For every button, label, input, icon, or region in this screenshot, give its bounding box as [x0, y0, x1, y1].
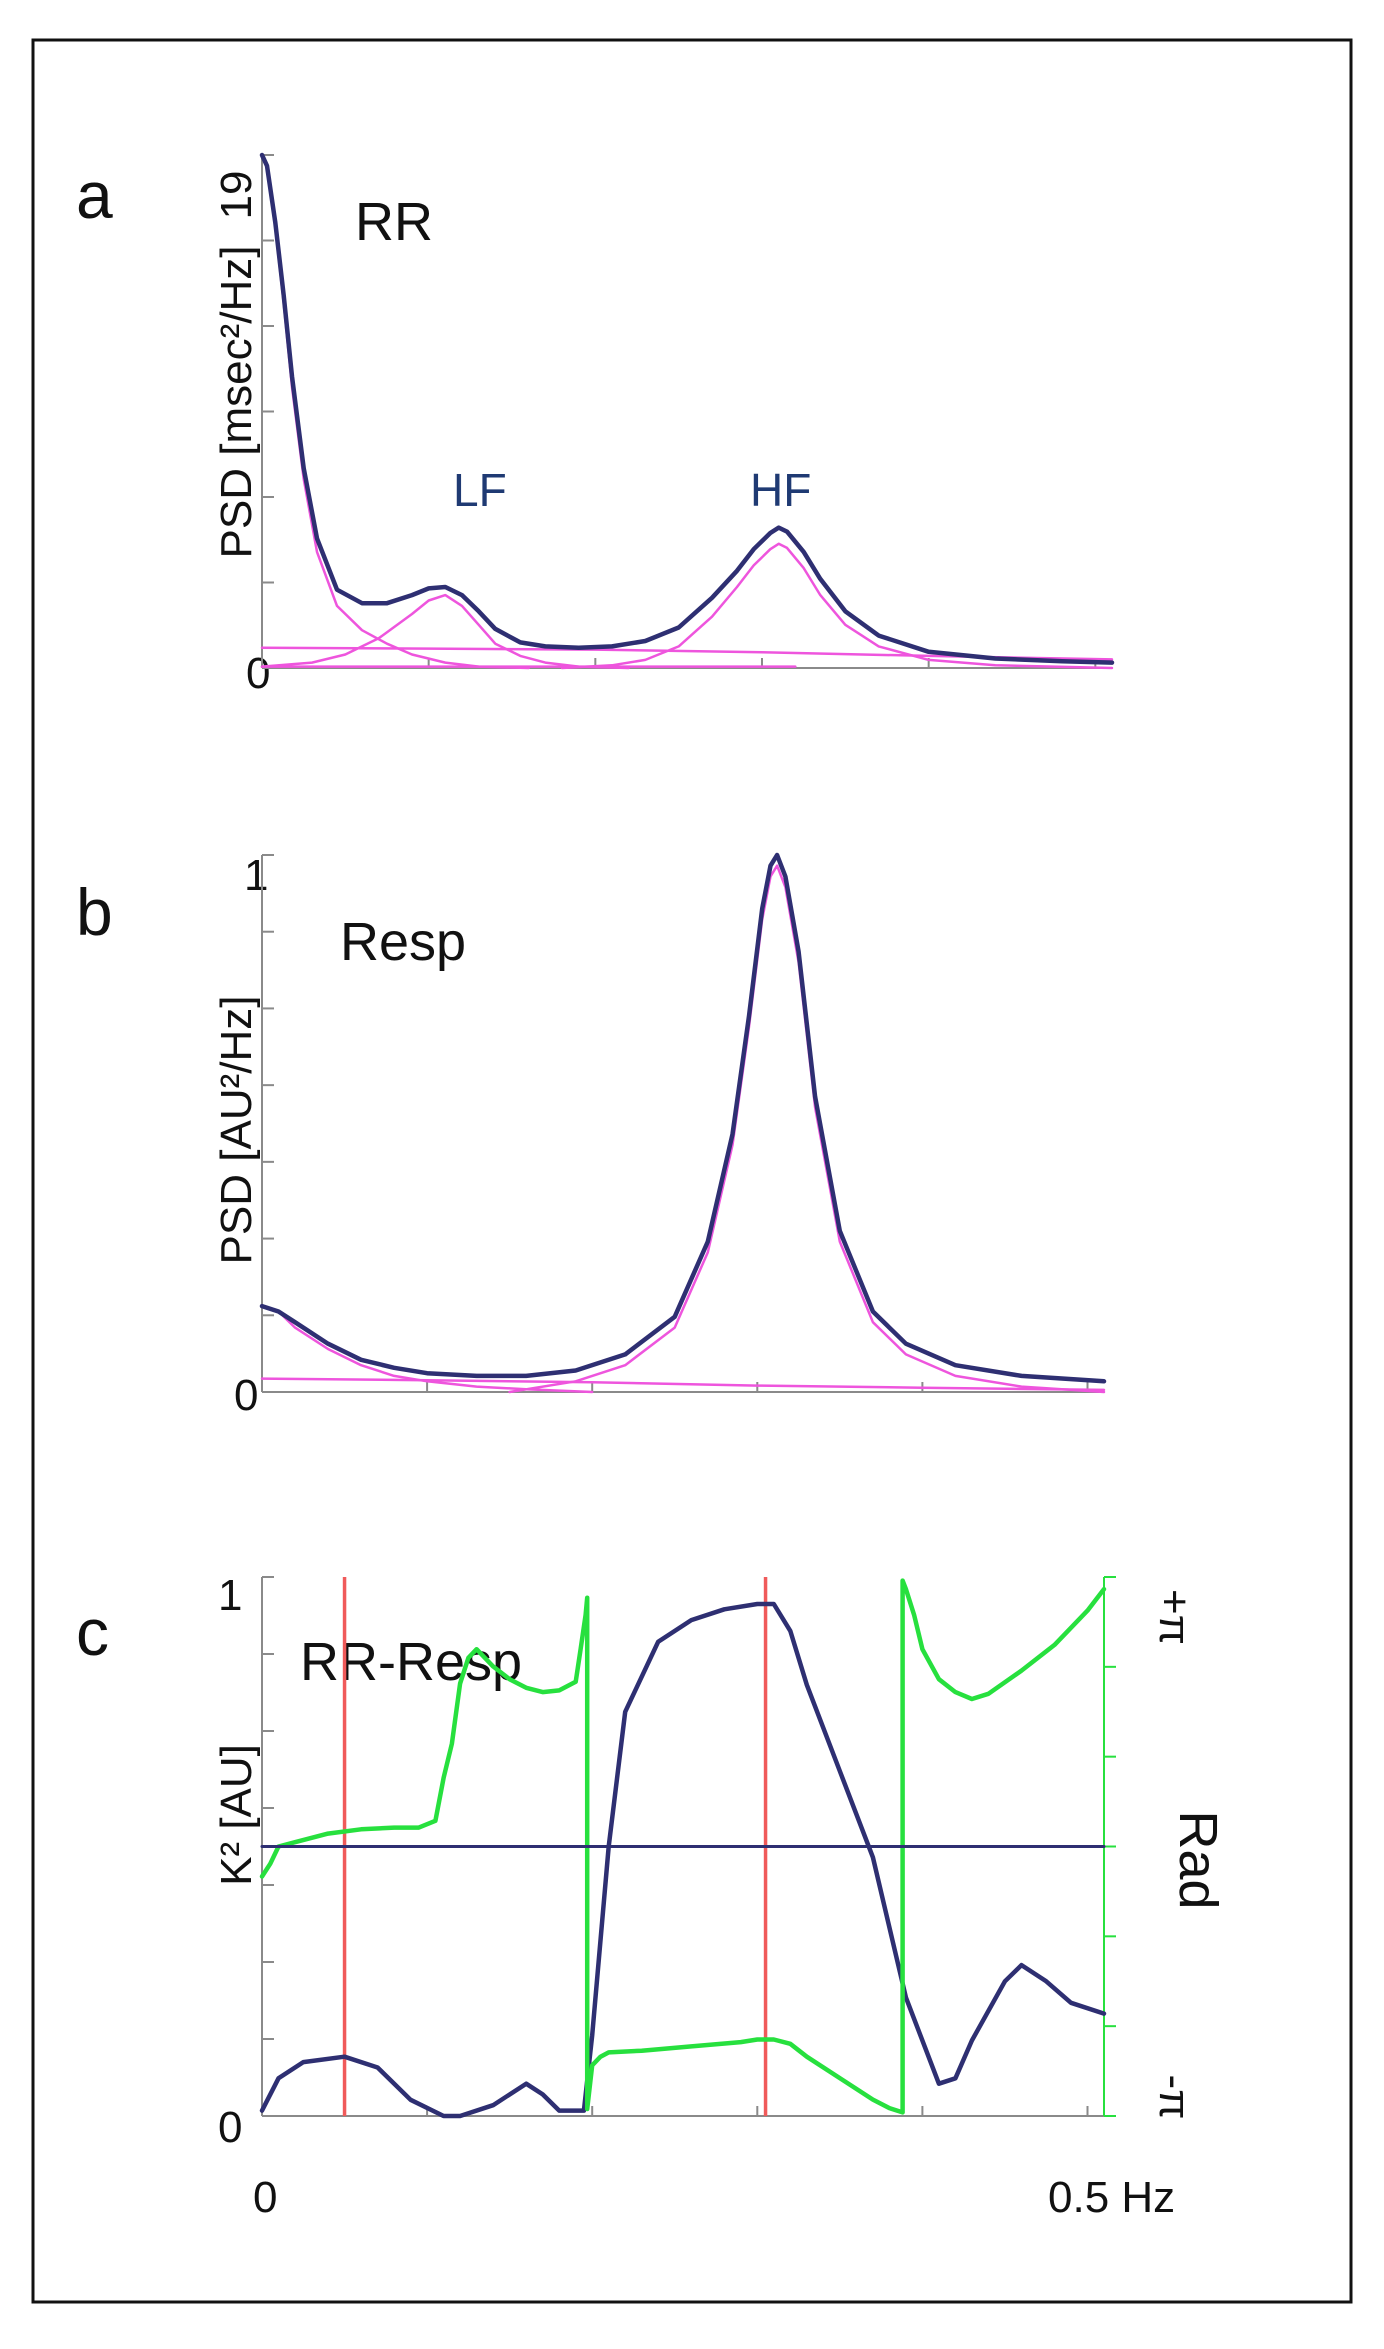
panel-a-letter: a: [76, 158, 113, 232]
panel-b-axes: [261, 854, 1104, 1393]
panel-a-ylabel: PSD [msec²/Hz]: [212, 246, 261, 559]
panel-c-y2tick-max: +π: [1150, 1589, 1199, 1645]
panel-a-plot: [259, 152, 1115, 670]
panel-b: b Resp PSD [AU²/Hz] 0 1: [76, 851, 1107, 1420]
figure-frame: [31, 38, 1353, 2304]
panel-c-xtick-max: 0.5 Hz: [1048, 2173, 1175, 2222]
panel-b-title: Resp: [340, 912, 466, 972]
panel-b-plot: [259, 852, 1107, 1394]
panel-b-letter: b: [76, 875, 113, 949]
panel-b-ylabel: PSD [AU²/Hz]: [212, 996, 261, 1265]
panel-b-ytick-0: 0: [234, 1371, 258, 1420]
panel-c-xtick-0: 0: [253, 2173, 277, 2222]
panel-c: c RR-Resp K² [AU] 0 1 Rad +π -π 0 0.5 Hz: [76, 1571, 1228, 2222]
panel-b-series-total: [259, 852, 1107, 1384]
panel-c-title: RR-Resp: [300, 1632, 522, 1692]
panel-b-series-component-base: [260, 1377, 1106, 1392]
panel-c-series-phase: [259, 1578, 1107, 2115]
panel-c-letter: c: [76, 1595, 109, 1669]
panel-c-ylabel: K² [AU]: [212, 1744, 261, 1886]
panel-b-series-component-low: [260, 1304, 594, 1394]
panel-a-ytick-max: 19: [212, 171, 261, 220]
panel-b-series-component-hf: [508, 864, 1106, 1394]
panel-a: a RR PSD [msec²/Hz] 0 19 LF HF: [76, 152, 1115, 698]
panel-a-hf-label: HF: [750, 464, 811, 516]
panel-c-y2tick-min: -π: [1150, 2074, 1199, 2119]
panel-c-series-coherence: [259, 1601, 1107, 2119]
panel-a-title: RR: [355, 192, 433, 252]
panel-a-ytick-0: 0: [246, 649, 270, 698]
panel-b-ytick-1: 1: [244, 851, 268, 900]
panel-a-series-total: [259, 152, 1115, 665]
panel-c-y2label: Rad: [1168, 1810, 1228, 1909]
panel-c-ytick-1: 1: [218, 1571, 242, 1620]
panel-c-plot: [259, 1577, 1107, 2119]
panel-a-series-component-lf: [260, 593, 630, 670]
panel-c-ytick-0: 0: [218, 2103, 242, 2152]
panel-a-lf-label: LF: [453, 464, 507, 516]
panel-a-series-component-hf: [560, 542, 1114, 670]
